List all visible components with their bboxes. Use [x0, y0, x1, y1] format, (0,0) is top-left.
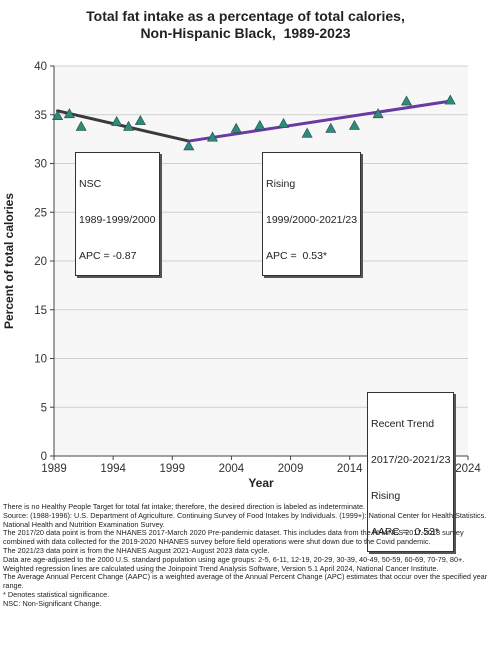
trend-lines: [56, 99, 452, 143]
y-tick-label: 30: [34, 159, 47, 171]
footnote: Source: (1988-1996): U.S. Department of …: [3, 510, 487, 529]
data-point: [63, 108, 75, 119]
data-point: [230, 122, 242, 133]
y-tick-label: 25: [34, 207, 47, 219]
y-tick-label: 10: [34, 354, 47, 366]
data-point: [111, 115, 123, 126]
annotation-line: APC = 0.53*: [266, 250, 327, 262]
x-tick-label: 2014: [337, 463, 363, 475]
annotation-rising: Rising 1999/2000-2021/23 APC = 0.53*: [262, 152, 362, 276]
y-axis-label: Percent of total calories: [2, 193, 16, 329]
annotation-recent-trend: Recent Trend 2017/20-2021/23 Rising AAPC…: [367, 392, 455, 552]
footnote: There is no Healthy People Target for to…: [3, 502, 366, 511]
chart-title-line-2: Non-Hispanic Black, 1989-2023: [140, 25, 351, 41]
y-tick-label: 15: [34, 305, 47, 317]
data-point: [75, 120, 87, 131]
x-tick-label: 2009: [278, 463, 304, 475]
trend-line: [187, 99, 452, 143]
footnote: The 2021/23 data point is from the NHANE…: [3, 545, 270, 555]
data-point: [254, 119, 266, 130]
annotation-line: Recent Trend: [371, 418, 435, 430]
y-tick-label: 0: [41, 451, 47, 463]
footnote: The 2017/20 data point is from the NHANE…: [3, 528, 464, 547]
y-tick-label: 35: [34, 110, 47, 122]
x-tick-label: 1989: [41, 463, 67, 475]
annotation-line: Rising: [371, 490, 401, 502]
chart-title-line-1: Total fat intake as a percentage of tota…: [86, 8, 405, 24]
data-point: [183, 140, 195, 151]
data-point: [400, 95, 413, 106]
trend-line: [56, 109, 191, 143]
chart-svg: 0 5 10 15 20 25 30 35 40 1989 1994 1999 2004 2009 2014…: [2, 61, 481, 490]
annotation-line: 2017/20-2021/23: [371, 454, 451, 466]
data-point: [444, 94, 456, 105]
annotation-nsc: NSC 1989-1999/2000 APC = -0.87: [75, 152, 160, 276]
x-tick-label: 1999: [159, 463, 185, 475]
footnote: * Denotes statistical significance.: [3, 589, 110, 599]
data-points: [52, 94, 456, 151]
annotation-line: Rising: [266, 178, 296, 190]
data-point: [52, 110, 64, 121]
y-tick-label: 40: [34, 61, 47, 73]
footnote: The Average Annual Percent Change (AAPC)…: [3, 572, 488, 591]
data-point: [134, 114, 146, 125]
data-point: [372, 108, 384, 119]
data-point: [277, 117, 289, 128]
footnote: Weighted regression lines are calculated…: [3, 563, 439, 573]
footnotes: There is no Healthy People Target for to…: [3, 502, 489, 609]
data-point: [123, 120, 135, 131]
chart-title: Total fat intake as a percentage of tota…: [0, 8, 491, 42]
data-point: [348, 119, 360, 130]
data-point: [206, 131, 219, 142]
x-tick-label: 2004: [219, 463, 245, 475]
annotation-line: AAPC = 0.53*: [371, 526, 439, 538]
data-point: [325, 122, 337, 133]
data-point: [301, 127, 313, 138]
x-tick-label: 1994: [100, 463, 126, 475]
annotation-line: 1989-1999/2000: [79, 214, 156, 226]
y-tick-label: 5: [41, 402, 47, 414]
x-tick-label: 2024: [455, 463, 481, 475]
y-tick-label: 20: [34, 256, 47, 268]
footnote: NSC: Non-Significant Change.: [3, 598, 102, 608]
footnote: Data are age-adjusted to the 2000 U.S. s…: [3, 554, 465, 564]
annotation-line: NSC: [79, 178, 102, 190]
x-axis-label: Year: [248, 476, 274, 490]
annotation-line: 1999/2000-2021/23: [266, 214, 358, 226]
annotation-line: APC = -0.87: [79, 250, 137, 262]
